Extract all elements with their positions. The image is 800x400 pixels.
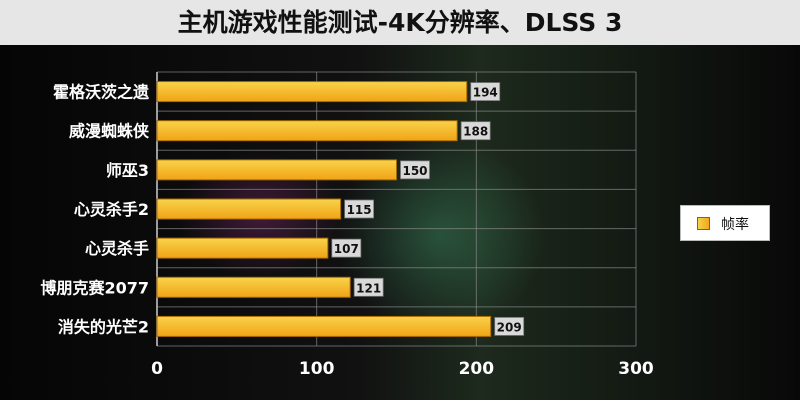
data-label-box [470,82,501,101]
data-label-box [331,238,362,258]
data-label-box [400,160,430,180]
bar [156,81,468,103]
bar [156,237,329,259]
data-label-box [494,317,525,336]
y-category-label: 威漫蜘蛛侠 [69,122,150,141]
y-category-label: 心灵杀手2 [74,200,149,219]
y-category-label: 消失的光芒2 [58,317,149,336]
x-tick-label: 300 [618,359,654,379]
chart-title: 主机游戏性能测试-4K分辨率、DLSS 3 [177,8,623,37]
x-tick-label: 0 [151,359,163,379]
plot-background [0,45,800,400]
data-label-box [353,277,384,297]
y-category-label: 霍格沃茨之遗 [53,83,149,102]
data-label: 209 [497,320,522,334]
data-label: 194 [473,86,498,100]
legend: 帧率 [680,205,770,241]
x-tick-label: 200 [459,359,495,379]
legend-swatch [697,217,710,230]
data-label-box [460,121,491,141]
bar [156,159,397,181]
bar [156,120,458,142]
bar [156,315,492,337]
bar [156,198,342,220]
title-bar: 主机游戏性能测试-4K分辨率、DLSS 3 [0,0,800,45]
data-label: 115 [347,203,372,217]
bar [156,276,351,298]
y-category-label: 博朋克赛2077 [40,278,149,297]
data-label: 188 [463,125,488,139]
y-category-label: 师巫3 [106,161,149,180]
data-label: 150 [402,164,427,178]
y-category-label: 心灵杀手 [85,239,149,258]
data-label-box [344,199,375,219]
data-label: 107 [334,242,359,256]
legend-label: 帧率 [721,217,749,233]
data-label: 121 [356,281,381,295]
x-tick-label: 100 [299,359,335,379]
